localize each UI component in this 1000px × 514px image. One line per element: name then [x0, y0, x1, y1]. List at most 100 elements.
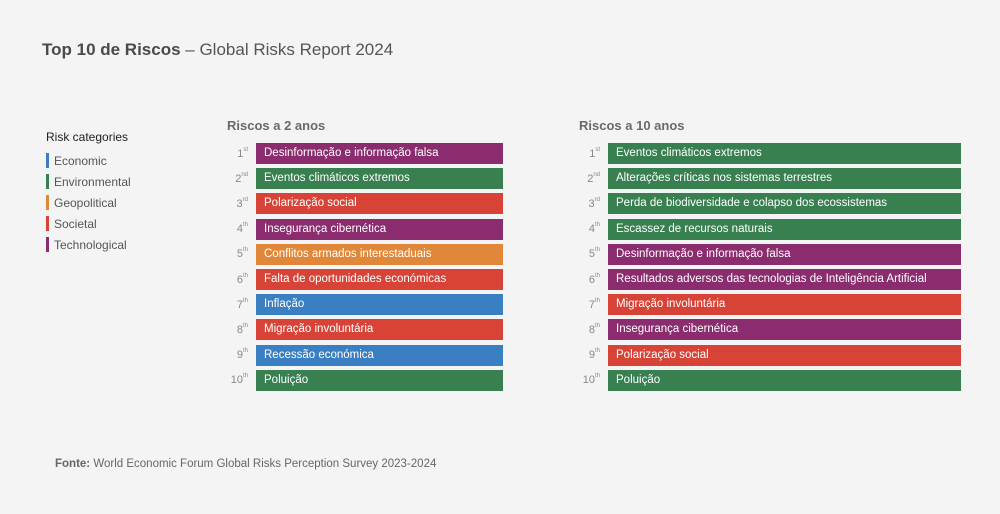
rank-label: 4th [574, 222, 600, 236]
legend-swatch-societal [46, 216, 49, 231]
rank-label: 4th [222, 222, 248, 236]
risk-bar-technological: Desinformação e informação falsa [608, 243, 961, 265]
risk-bar-societal: Polarização social [256, 193, 503, 215]
rank-suffix: th [594, 322, 600, 329]
risk-bar-societal: Migração involuntária [256, 319, 503, 341]
rank-label: 6th [574, 273, 600, 286]
risk-row: 1st Eventos climáticos extremos [574, 141, 961, 166]
legend-label: Technological [54, 237, 127, 252]
risk-bar-societal: Migração involuntária [608, 294, 961, 316]
rank-label: 7th [222, 297, 248, 311]
legend-label: Environmental [54, 174, 131, 189]
risk-bar-societal: Polarização social [608, 344, 961, 366]
rank-label: 7th [574, 297, 600, 311]
rank-suffix: th [242, 348, 248, 355]
rank-label: 9th [222, 348, 248, 362]
risk-row: 8th Migração involuntária [222, 317, 503, 342]
risk-row: 2nd Eventos climáticos extremos [222, 166, 503, 191]
rank-label: 2nd [574, 171, 600, 185]
rank-number: 8 [588, 323, 595, 336]
rank-label: 5th [574, 247, 600, 260]
legend-item-economic: Economic [46, 150, 131, 171]
rank-suffix: th [242, 272, 248, 279]
rank-number: 5 [236, 248, 243, 261]
risk-row: 7th Inflação [222, 292, 503, 317]
column-title-10-years: Riscos a 10 anos [579, 118, 685, 133]
rank-number: 4 [236, 223, 243, 236]
risk-row: 6th Falta de oportunidades económicas [222, 267, 503, 292]
legend-label: Geopolitical [54, 195, 117, 210]
rank-number: 9 [236, 349, 243, 362]
rank-label: 10th [222, 373, 248, 387]
legend-items: Economic Environmental Geopolitical Societa… [46, 150, 131, 255]
rank-suffix: th [242, 222, 248, 229]
legend-item-geopolitical: Geopolitical [46, 192, 131, 213]
source-text: World Economic Forum Global Risks Percep… [90, 458, 437, 470]
rank-suffix: th [594, 222, 600, 229]
rank-label: 10th [574, 373, 600, 387]
column-10-years: Riscos a 10 anos 1st Eventos climáticos e… [574, 118, 961, 393]
rank-label: 8th [222, 322, 248, 336]
risk-bar-environmental: Eventos climáticos extremos [256, 168, 503, 190]
chart-title-rest: – Global Risks Report 2024 [180, 40, 394, 59]
rank-number: 2 [235, 172, 242, 185]
rank-label: 6th [222, 272, 248, 286]
rank-number: 4 [588, 223, 595, 236]
risk-bar-environmental: Eventos climáticos extremos [608, 143, 961, 165]
column-2-years: Riscos a 2 anos 1st Desinformação e infor… [222, 118, 503, 393]
rank-suffix: th [242, 373, 248, 380]
rank-label: 3rd [574, 196, 600, 210]
risk-row: 7th Migração involuntária [574, 292, 961, 317]
legend-item-technological: Technological [46, 234, 131, 255]
rank-suffix: th [594, 373, 600, 380]
rank-suffix: rd [242, 196, 248, 203]
rank-label: 1st [574, 147, 600, 160]
rank-number: 10 [230, 374, 243, 387]
risk-row: 10th Poluição [574, 368, 961, 393]
legend-label: Economic [54, 153, 107, 168]
risk-bar-economic: Recessão económica [256, 344, 503, 366]
risk-row: 9th Recessão económica [222, 343, 503, 368]
legend-item-environmental: Environmental [46, 171, 131, 192]
rank-label: 3rd [222, 196, 248, 210]
rank-suffix: th [594, 297, 600, 304]
risk-row: 6th Resultados adversos das tecnologias d… [574, 267, 961, 292]
rank-suffix: th [242, 297, 248, 304]
rank-suffix: st [243, 146, 248, 153]
risk-bar-technological: Desinformação e informação falsa [256, 143, 503, 165]
rank-number: 3 [236, 197, 243, 210]
rank-suffix: nd [593, 171, 600, 178]
rank-number: 6 [236, 273, 243, 286]
rank-suffix: th [594, 348, 600, 355]
legend-item-societal: Societal [46, 213, 131, 234]
rows-10-years: 1st Eventos climáticos extremos 2nd Alteraç… [574, 141, 961, 393]
rank-suffix: th [242, 322, 248, 329]
risk-row: 10th Poluição [222, 368, 503, 393]
legend-swatch-economic [46, 153, 49, 168]
legend-swatch-environmental [46, 174, 49, 189]
risk-row: 4th Insegurança cibernética [222, 217, 503, 242]
legend-title: Risk categories [46, 130, 129, 144]
rank-suffix: th [594, 247, 600, 254]
rank-suffix: rd [594, 196, 600, 203]
source-label: Fonte: [55, 458, 91, 470]
chart-title-bold: Top 10 de Riscos [42, 40, 181, 59]
rank-number: 10 [582, 374, 595, 387]
rank-number: 2 [587, 172, 594, 185]
rank-number: 7 [236, 298, 243, 311]
legend: Risk categories Economic Environmental Geo… [46, 130, 131, 255]
risk-bar-societal: Falta de oportunidades económicas [256, 269, 503, 291]
legend-swatch-geopolitical [46, 195, 49, 210]
rows-2-years: 1st Desinformação e informação falsa 2nd Ev… [222, 141, 503, 393]
rank-number: 7 [588, 298, 595, 311]
risk-bar-environmental: Alterações críticas nos sistemas terrest… [608, 168, 961, 190]
rank-number: 8 [236, 323, 243, 336]
rank-label: 2nd [222, 172, 248, 185]
risk-bar-environmental: Escassez de recursos naturais [608, 218, 961, 240]
risk-row: 5th Desinformação e informação falsa [574, 242, 961, 267]
risk-bar-geopolitical: Conflitos armados interestaduais [256, 243, 503, 265]
risk-row: 5th Conflitos armados interestaduais [222, 242, 503, 267]
risk-row: 9th Polarização social [574, 343, 961, 368]
risk-bar-technological: Resultados adversos das tecnologias de I… [608, 269, 961, 291]
rank-number: 9 [588, 349, 595, 362]
